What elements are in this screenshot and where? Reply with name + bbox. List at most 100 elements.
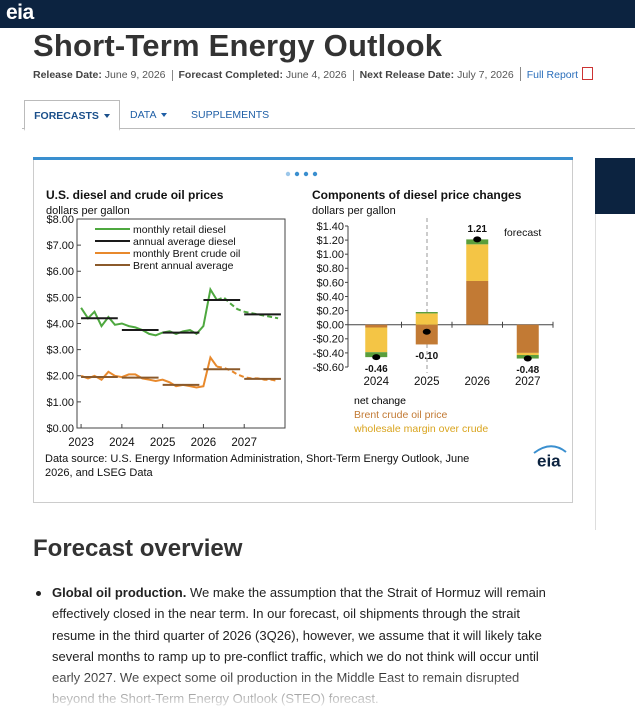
bullet-dot [36,591,41,596]
legend-label: Brent annual average [133,260,234,272]
panel-top-bar [33,157,573,160]
y-tick-label: $1.00 [46,397,74,409]
data-label: -0.46 [365,364,388,375]
tab[interactable]: DATA [130,100,168,128]
data-label: -0.10 [415,351,438,362]
bar-segment [415,313,438,325]
net-change-dot [473,236,482,243]
y-tick-label: $0.80 [316,263,344,275]
release-label: Forecast Completed: [178,69,283,81]
chart-subtitle: dollars per gallon [46,205,130,217]
y-tick-label: $3.00 [46,345,74,357]
tab-label: SUPPLEMENTS [191,109,270,121]
tab[interactable]: SUPPLEMENTS [191,100,269,128]
carousel-dot[interactable] [303,171,309,177]
logo-swoosh [533,445,567,454]
y-tick-label: -$0.20 [313,334,344,346]
legend-label: wholesale margin over crude [353,423,488,435]
top-bar [0,0,635,28]
panel-logo: eia [537,451,561,470]
tab-label: DATA [130,109,157,121]
x-tick-label: 2026 [464,376,490,388]
legend-label: monthly retail diesel [133,224,226,236]
y-tick-label: $1.20 [316,235,344,247]
y-tick-label: $1.40 [316,221,344,233]
tab[interactable]: FORECASTS [24,100,120,131]
line-text: several months to ramp up to pre-conflic… [52,648,539,664]
legend-label: annual average diesel [133,236,236,248]
legend-label: net change [354,395,406,407]
y-tick-label: $0.60 [316,277,344,289]
x-tick-label: 2023 [68,437,94,449]
caret [103,114,110,118]
bar-segment [466,280,489,325]
bar-segment [365,327,388,353]
tab-label: FORECASTS [34,110,99,122]
logo[interactable]: eia [6,1,34,24]
release-label: Release Date: [33,69,102,81]
y-tick-label: $2.00 [46,371,74,383]
y-tick-label: $0.40 [316,291,344,303]
y-tick-label: -$0.40 [313,348,344,360]
chart-title: Components of diesel price changes [312,188,522,202]
x-tick-label: 2027 [515,376,541,388]
bottom-fade [0,670,635,707]
caret [161,113,168,117]
x-tick-label: 2027 [231,437,257,449]
carousel-dot[interactable] [312,171,318,177]
net-change-dot [372,354,381,361]
sidebar-block [595,158,635,214]
y-tick-label: $6.00 [46,266,74,278]
release-item: Full Report [519,67,599,81]
release-item: Next Release Date: July 7, 2026 [352,69,520,81]
y-tick-label: -$0.60 [313,362,344,374]
x-tick-label: 2024 [363,376,389,388]
bullet-lead: Global oil production. [52,585,187,600]
y-tick-label: $8.00 [46,214,74,226]
bar-segment [365,324,388,328]
bar-segment [466,244,489,281]
legend-label: Brent crude oil price [354,409,448,421]
line-text: We make the assumption that the Strait o… [189,585,546,600]
section-heading: Forecast overview [33,535,243,562]
net-change-dot [422,328,431,335]
forecast-annotation: forecast [504,227,541,239]
bar-segment [415,312,438,314]
data-label: 1.21 [468,224,488,235]
chart-title: U.S. diesel and crude oil prices [46,188,224,202]
x-tick-label: 2025 [414,376,440,388]
x-tick-label: 2025 [150,437,176,449]
bar-segment [516,324,539,353]
source-line: 2026, and LSEG Data [45,467,154,479]
y-tick-label: $4.00 [46,318,74,330]
tab-divider [22,128,635,129]
y-tick-label: $0.00 [46,423,74,435]
text-line: several months to ramp up to pre-conflic… [36,646,596,667]
chart-subtitle: dollars per gallon [312,205,396,217]
x-tick-label: 2024 [109,437,135,449]
bar-segment [516,352,539,356]
text-line: Global oil production. We make the assum… [36,582,596,603]
page-title: Short-Term Energy Outlook [33,28,443,63]
y-tick-label: $5.00 [46,292,74,304]
release-info: Release Date: June 9, 2026 Forecast Compl… [33,67,599,81]
release-label: Next Release Date: [359,69,455,81]
release-value: June 9, 2026 [104,69,166,81]
source-line: Data source: U.S. Energy Information Adm… [45,453,469,465]
net-change-dot [523,355,532,362]
text-line: resume in the third quarter of 2026 (3Q2… [36,625,596,646]
release-item: Forecast Completed: June 4, 2026 [171,69,353,81]
release-value: June 4, 2026 [285,69,347,81]
full-report-link[interactable]: Full Report [526,69,579,81]
y-tick-label: $7.00 [46,240,74,252]
line-text: effectively closed in the near term. In … [52,606,520,622]
data-label: -0.48 [516,365,539,376]
carousel-dot[interactable] [285,171,291,177]
y-tick-label: $0.00 [316,320,344,332]
pdf-icon[interactable] [582,67,594,80]
carousel-dot[interactable] [294,171,300,177]
x-tick-label: 2026 [191,437,217,449]
y-tick-label: $0.20 [316,306,344,318]
